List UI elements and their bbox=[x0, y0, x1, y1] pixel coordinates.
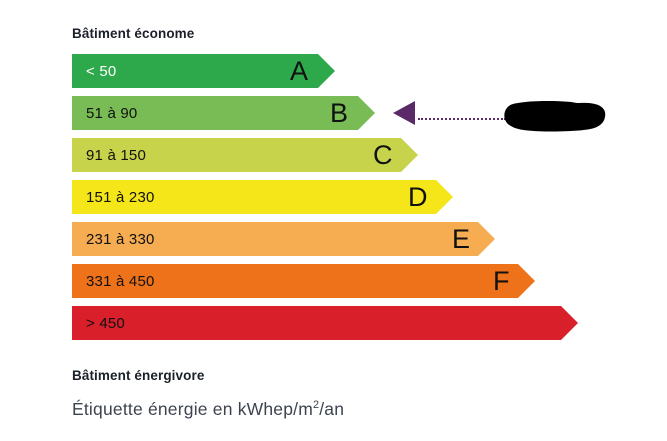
marker-leader-line bbox=[418, 118, 506, 120]
energy-class-letter-F: F bbox=[493, 266, 510, 296]
energy-class-range-B: 51 à 90 bbox=[86, 104, 138, 122]
triangle-left-icon bbox=[393, 101, 415, 125]
energy-class-range-C: 91 à 150 bbox=[86, 146, 146, 164]
energy-class-range-G: > 450 bbox=[86, 314, 125, 332]
energy-class-bar-B: 51 à 90 bbox=[72, 96, 375, 130]
energy-class-bar-C: 91 à 150 bbox=[72, 138, 418, 172]
energy-intensive-building-label: Bâtiment énergivore bbox=[72, 368, 205, 383]
energy-class-letter-D: D bbox=[408, 182, 428, 212]
caption-exponent: 2 bbox=[313, 399, 320, 412]
caption-suffix: /an bbox=[319, 399, 345, 419]
energy-class-bar-E: 231 à 330 bbox=[72, 222, 495, 256]
energy-class-bar-A: < 50 bbox=[72, 54, 335, 88]
energy-class-range-E: 231 à 330 bbox=[86, 230, 155, 248]
energy-class-bar-D: 151 à 230 bbox=[72, 180, 453, 214]
caption-prefix: Étiquette énergie en kWhep/m bbox=[72, 399, 314, 419]
energy-class-letter-A: A bbox=[290, 56, 309, 86]
energy-class-letter-C: C bbox=[373, 140, 393, 170]
energy-class-bar-G: > 450 bbox=[72, 306, 578, 340]
efficient-building-label: Bâtiment économe bbox=[72, 26, 195, 41]
energy-class-range-F: 331 à 450 bbox=[86, 272, 155, 290]
chart-caption: Étiquette énergie en kWhep/m2/an bbox=[72, 399, 344, 420]
energy-class-range-A: < 50 bbox=[86, 62, 117, 80]
energy-class-range-D: 151 à 230 bbox=[86, 188, 155, 206]
energy-class-letter-E: E bbox=[452, 224, 471, 254]
redaction-blob bbox=[504, 101, 606, 132]
energy-class-letter-B: B bbox=[330, 98, 349, 128]
energy-class-bar-F: 331 à 450 bbox=[72, 264, 535, 298]
